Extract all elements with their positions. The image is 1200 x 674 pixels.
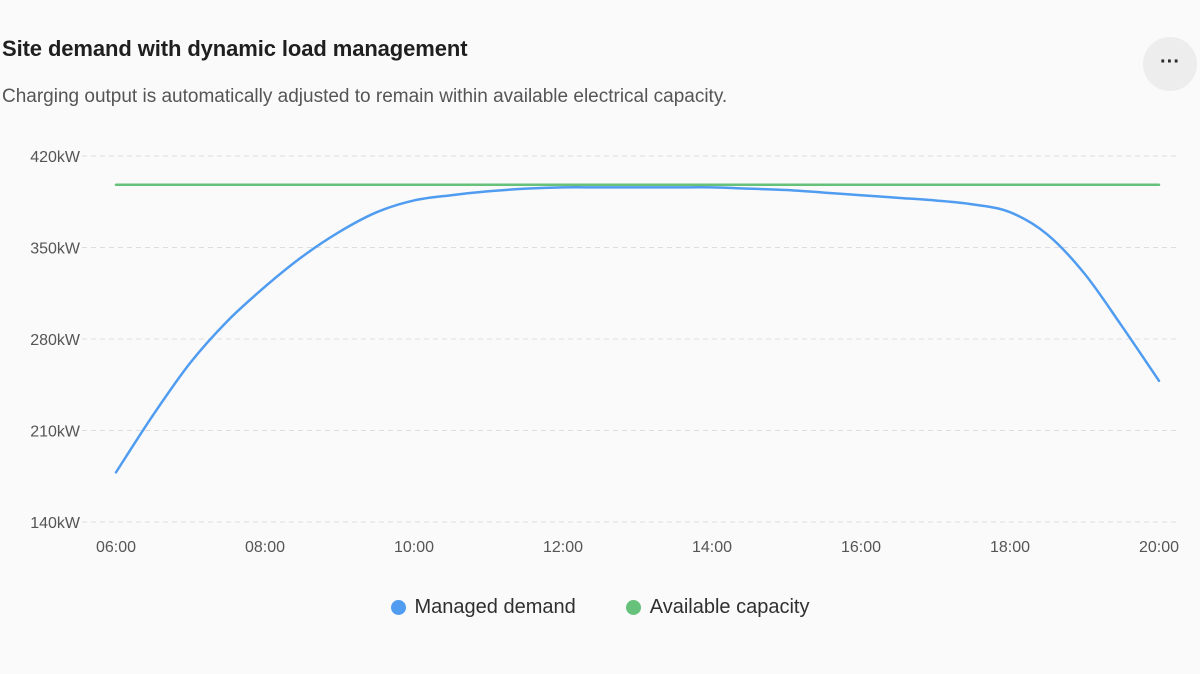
y-tick-label: 420kW	[30, 149, 81, 166]
legend-label-available-capacity: Available capacity	[649, 596, 810, 618]
legend-dot-available-capacity	[625, 600, 641, 615]
x-tick-label: 06:00	[96, 539, 136, 556]
chart-subtitle: Charging output is automatically adjuste…	[2, 86, 728, 107]
y-tick-label: 350kW	[30, 241, 81, 258]
legend-label-managed-demand: Managed demand	[414, 596, 576, 618]
x-tick-label: 16:00	[841, 539, 881, 556]
y-tick-label: 280kW	[30, 332, 81, 349]
legend-dot-managed-demand	[390, 600, 406, 615]
y-tick-label: 140kW	[30, 515, 81, 532]
x-tick-label: 12:00	[543, 539, 583, 556]
legend: Managed demand Available capacity	[0, 596, 1200, 619]
x-tick-label: 20:00	[1139, 539, 1179, 556]
x-tick-label: 18:00	[990, 539, 1030, 556]
series-lines	[114, 183, 1161, 474]
x-axis-ticks: 06:00 08:00 10:00 12:00 14:00 16:00 18:00 20:00	[96, 539, 1179, 556]
legend-item-available-capacity[interactable]: Available capacity	[625, 596, 810, 619]
legend-item-managed-demand[interactable]: Managed demand	[390, 596, 576, 619]
x-tick-label: 08:00	[245, 539, 285, 556]
y-tick-label: 210kW	[30, 424, 81, 441]
series-line-managed-demand	[114, 186, 1161, 474]
y-axis-ticks: 420kW 350kW 280kW 210kW 140kW	[30, 149, 81, 532]
x-tick-label: 14:00	[692, 539, 732, 556]
chart-title: Site demand with dynamic load management	[2, 36, 468, 61]
grid-lines	[82, 155, 1180, 523]
x-tick-label: 10:00	[394, 539, 434, 556]
more-options-button[interactable]: ···	[1143, 37, 1197, 91]
